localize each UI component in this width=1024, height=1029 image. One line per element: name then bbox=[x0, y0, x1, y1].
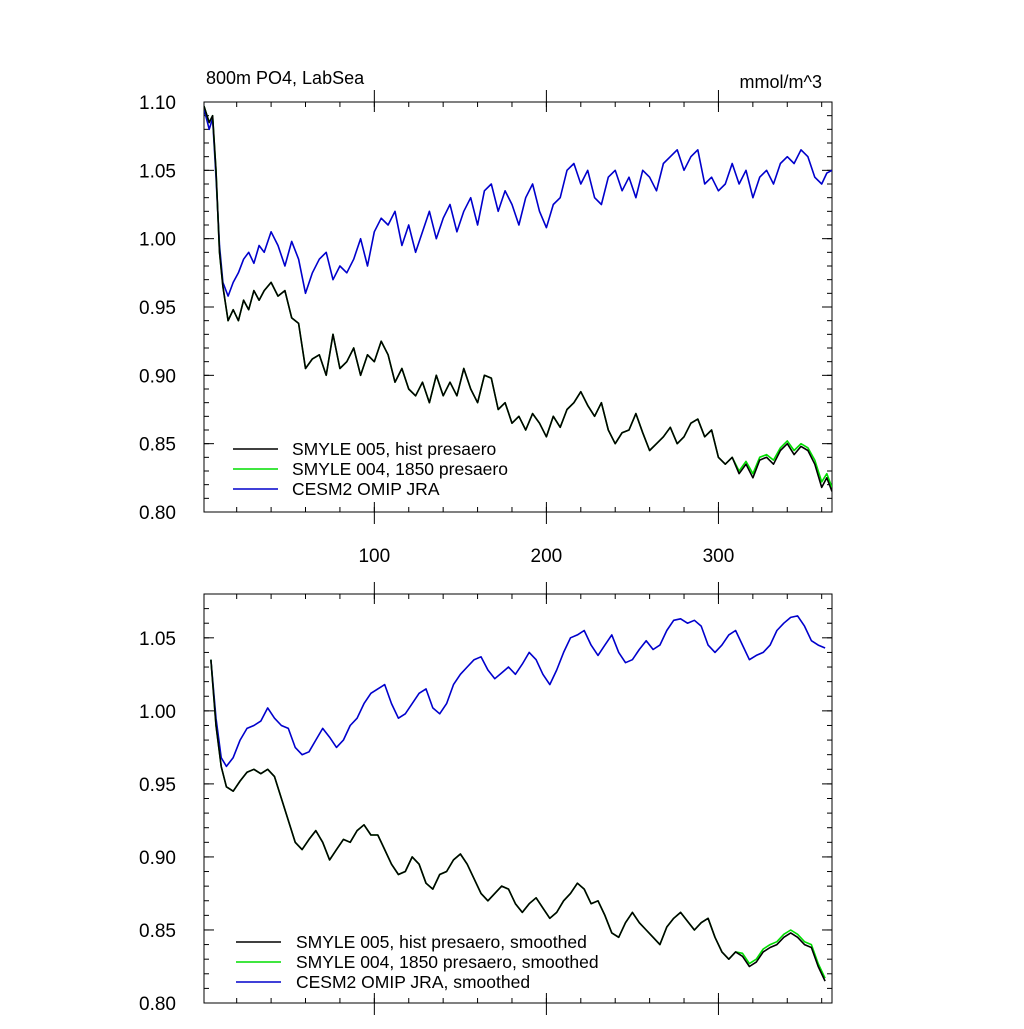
y-tick-label: 1.05 bbox=[139, 161, 176, 182]
x-tick-label: 300 bbox=[703, 546, 735, 567]
legend-label: SMYLE 005, hist presaero, smoothed bbox=[296, 932, 587, 952]
chart-units-label: mmol/m^3 bbox=[740, 72, 822, 92]
legend-label: SMYLE 005, hist presaero bbox=[292, 439, 496, 459]
series-line-3 bbox=[204, 108, 832, 297]
y-tick-label: 0.85 bbox=[139, 435, 176, 456]
y-tick-label: 1.00 bbox=[139, 230, 176, 251]
y-tick-label: 0.80 bbox=[139, 994, 176, 1015]
chart-panel-1: 0.80 0.85 0.90 0.95 1.00 1.05 1.10 100 200 300 800… bbox=[139, 68, 833, 567]
series-line-2 bbox=[210, 659, 826, 979]
x-tick-label: 100 bbox=[358, 546, 390, 567]
y-tick-label: 1.05 bbox=[139, 629, 176, 650]
y-tick-label: 0.80 bbox=[139, 503, 176, 524]
legend-label: SMYLE 004, 1850 presaero bbox=[292, 459, 508, 479]
y-tick-label: 1.00 bbox=[139, 702, 176, 723]
chart-panel-2: 0.80 0.85 0.90 0.95 1.00 1.05 SMYLE 005, hist … bbox=[139, 582, 833, 1015]
series-line-2 bbox=[204, 105, 832, 488]
y-tick-label: 0.90 bbox=[139, 366, 176, 387]
legend-label: CESM2 OMIP JRA, smoothed bbox=[296, 972, 530, 992]
x-tick-label: 200 bbox=[531, 546, 563, 567]
series-line-3 bbox=[210, 615, 826, 768]
legend-label: SMYLE 004, 1850 presaero, smoothed bbox=[296, 952, 599, 972]
series-line-1 bbox=[210, 659, 826, 982]
y-tick-label: 0.90 bbox=[139, 848, 176, 869]
y-tick-label: 0.85 bbox=[139, 921, 176, 942]
y-tick-label: 1.10 bbox=[139, 93, 176, 114]
legend-label: CESM2 OMIP JRA bbox=[292, 479, 440, 499]
chart-title: 800m PO4, LabSea bbox=[206, 68, 365, 88]
y-tick-label: 0.95 bbox=[139, 298, 176, 319]
series-line-1 bbox=[204, 105, 832, 492]
y-tick-label: 0.95 bbox=[139, 775, 176, 796]
